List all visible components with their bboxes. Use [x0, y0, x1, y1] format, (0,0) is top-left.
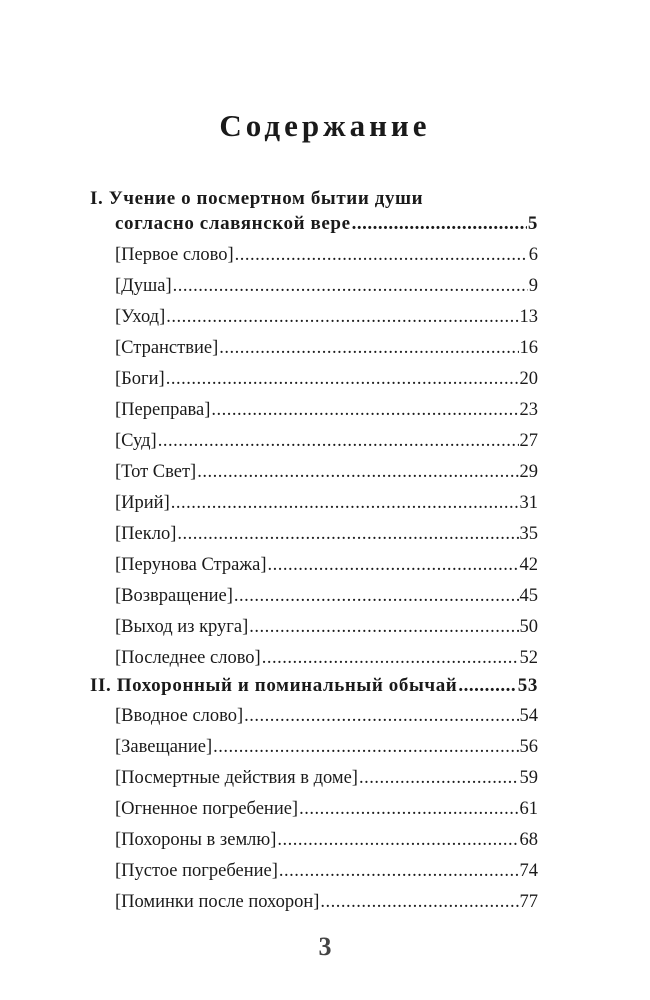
entry-label: [Уход]	[115, 307, 166, 327]
page-ref: 16	[519, 338, 539, 358]
dot-leader	[171, 493, 519, 514]
dot-leader	[262, 648, 519, 669]
entry-label: [Суд]	[115, 431, 157, 451]
page-ref: 59	[519, 768, 539, 788]
page-number: 3	[318, 932, 332, 961]
entry-label: [Перунова Стража]	[115, 555, 267, 575]
section-number: II.	[90, 675, 112, 696]
dot-leader	[197, 462, 518, 483]
page-ref: 61	[519, 799, 539, 819]
page-ref: 54	[519, 706, 539, 726]
dot-leader	[177, 524, 518, 545]
entry-label: [Выход из круга]	[115, 617, 249, 637]
toc-entry[interactable]: [Возвращение] 45	[115, 586, 538, 607]
entry-label: [Ирий]	[115, 493, 170, 513]
toc-entry[interactable]: [Уход] 13	[115, 307, 538, 328]
entry-label: [Душа]	[115, 276, 172, 296]
toc-entry[interactable]: [Последнее слово] 52	[115, 648, 538, 669]
entry-label: [Посмертные действия в доме]	[115, 768, 358, 788]
toc-entry[interactable]: [Пустое погребение] 74	[115, 861, 538, 882]
toc-entry[interactable]: [Ирий] 31	[115, 493, 538, 514]
dot-leader	[359, 768, 519, 789]
entry-label: [Пекло]	[115, 524, 177, 544]
dot-leader	[299, 799, 518, 820]
section-title: Учение о посмертном бытии души	[108, 188, 424, 209]
toc-entry[interactable]: [Тот Свет] 29	[115, 462, 538, 483]
page-ref: 45	[519, 586, 539, 606]
entry-label: [Боги]	[115, 369, 165, 389]
page-ref: 29	[519, 462, 539, 482]
toc-entry[interactable]: [Пекло] 35	[115, 524, 538, 545]
dot-leader	[211, 400, 518, 421]
page-ref: 74	[519, 861, 539, 881]
dot-leader	[158, 431, 519, 452]
dot-leader	[173, 276, 528, 297]
page-ref: 35	[519, 524, 539, 544]
page-ref: 56	[519, 737, 539, 757]
dot-leader	[235, 245, 528, 266]
dot-leader	[166, 307, 518, 328]
toc-entry[interactable]: [Странствие] 16	[115, 338, 538, 359]
page-ref: 31	[519, 493, 539, 513]
dot-leader	[268, 555, 519, 576]
dot-leader	[320, 892, 518, 913]
page-ref: 27	[519, 431, 539, 451]
dot-leader	[219, 338, 518, 359]
toc-entry[interactable]: [Похороны в землю] 68	[115, 830, 538, 851]
entry-label: [Последнее слово]	[115, 648, 261, 668]
page-ref: 5	[527, 213, 538, 234]
page-ref: 6	[528, 245, 538, 265]
page-title: Содержание	[219, 108, 431, 143]
toc-section-2-entry[interactable]: II. Похоронный и поминальный обычай 53	[90, 675, 538, 697]
toc-entry[interactable]: [Перунова Стража] 42	[115, 555, 538, 576]
entry-label: [Вводное слово]	[115, 706, 244, 726]
toc-entry[interactable]: [Поминки после похорон] 77	[115, 892, 538, 913]
toc-section-1-heading[interactable]: I. Учение о посмертном бытии души	[90, 188, 538, 210]
entry-label: [Тот Свет]	[115, 462, 197, 482]
section-title-cont: согласно славянской вере	[115, 213, 351, 234]
section-title: Похоронный и поминальный обычай	[116, 675, 458, 696]
page-ref: 20	[519, 369, 539, 389]
entry-label: [Огненное погребение]	[115, 799, 299, 819]
entry-label: [Странствие]	[115, 338, 219, 358]
section-number: I.	[90, 188, 104, 209]
page-ref: 42	[519, 555, 539, 575]
dot-leader	[279, 861, 519, 882]
dot-leader	[234, 586, 519, 607]
page-ref: 50	[519, 617, 539, 637]
toc-entry[interactable]: [Вводное слово] 54	[115, 706, 538, 727]
page-ref: 23	[519, 400, 539, 420]
entry-label: [Пустое погребение]	[115, 861, 278, 881]
toc-entry[interactable]: [Завещание] 56	[115, 737, 538, 758]
toc-entry[interactable]: [Первое слово] 6	[115, 245, 538, 266]
entry-label: [Поминки после похорон]	[115, 892, 320, 912]
toc-entry[interactable]: [Огненное погребение] 61	[115, 799, 538, 820]
dot-leader	[277, 830, 518, 851]
dot-leader	[213, 737, 518, 758]
dot-leader	[458, 675, 516, 697]
page-ref: 77	[519, 892, 539, 912]
entry-label: [Переправа]	[115, 400, 211, 420]
toc-entry[interactable]: [Боги] 20	[115, 369, 538, 390]
page-ref: 52	[519, 648, 539, 668]
entry-label: [Завещание]	[115, 737, 213, 757]
page-ref: 53	[517, 675, 538, 696]
entry-label: [Возвращение]	[115, 586, 233, 606]
dot-leader	[249, 617, 518, 638]
dot-leader	[166, 369, 519, 390]
page-ref: 68	[519, 830, 539, 850]
entry-label: [Похороны в землю]	[115, 830, 277, 850]
dot-leader	[352, 213, 527, 235]
dot-leader	[244, 706, 518, 727]
page-ref: 9	[528, 276, 538, 296]
toc-section-1-entry[interactable]: согласно славянской вере 5	[115, 213, 538, 235]
toc-entry[interactable]: [Душа] 9	[115, 276, 538, 297]
toc-entry[interactable]: [Выход из круга] 50	[115, 617, 538, 638]
toc-entry[interactable]: [Переправа] 23	[115, 400, 538, 421]
toc-entry[interactable]: [Суд] 27	[115, 431, 538, 452]
toc-entry[interactable]: [Посмертные действия в доме] 59	[115, 768, 538, 789]
entry-label: [Первое слово]	[115, 245, 234, 265]
page-ref: 13	[519, 307, 539, 327]
